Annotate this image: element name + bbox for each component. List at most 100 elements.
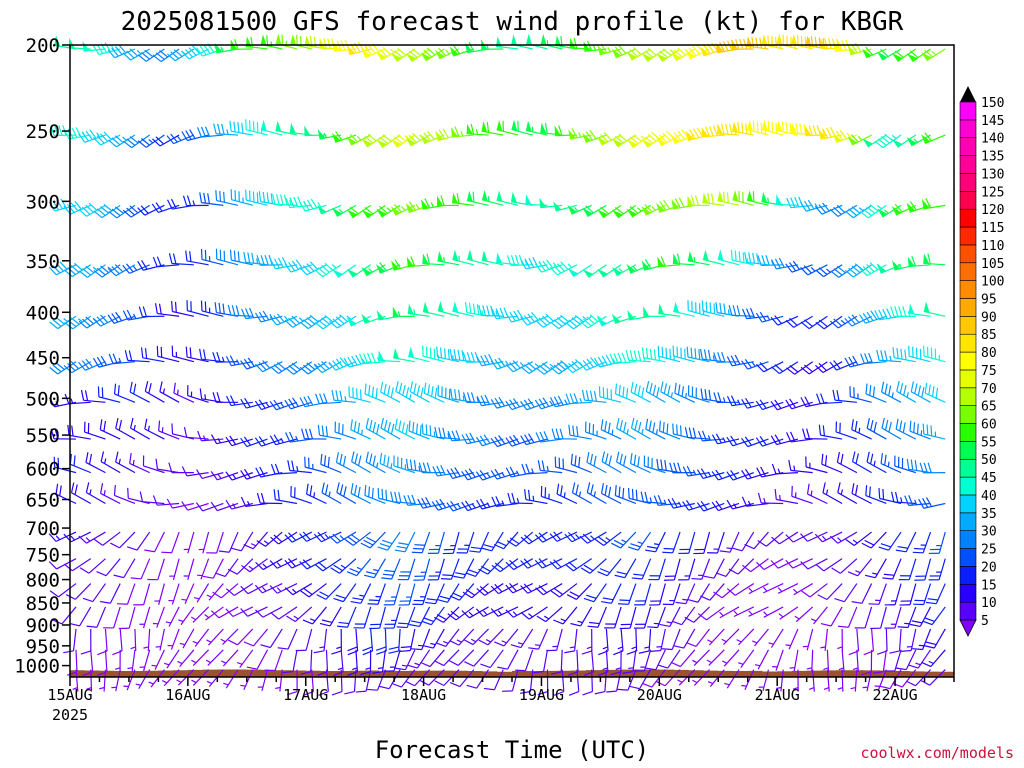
wind-barb: [862, 46, 887, 59]
first-tick-year-label: 2025: [52, 706, 88, 724]
wind-barb: [320, 453, 342, 474]
wind-barb: [862, 669, 873, 692]
wind-barb: [533, 649, 549, 674]
wind-barb: [92, 314, 121, 327]
wind-barb: [173, 382, 195, 403]
wind-barb: [601, 583, 622, 604]
wind-barb: [878, 531, 902, 551]
wind-barb: [581, 628, 593, 655]
wind-barb: [421, 606, 445, 626]
wind-barb: [861, 649, 873, 676]
colorbar-swatch: [959, 387, 977, 406]
wind-barb: [847, 558, 873, 577]
colorbar-label: 45: [981, 471, 997, 486]
wind-barb: [335, 452, 357, 474]
wind-barb: [895, 418, 917, 440]
wind-barb: [405, 201, 430, 213]
chart-title: 2025081500 GFS forecast wind profile (kt…: [121, 7, 904, 37]
wind-barb: [604, 606, 622, 629]
wind-barb: [820, 606, 843, 627]
wind-barb: [611, 531, 637, 549]
wind-barb: [771, 463, 798, 475]
wind-barb: [206, 531, 224, 554]
wind-barb: [865, 383, 887, 403]
wind-barb: [549, 558, 578, 570]
wind-barb: [614, 558, 637, 579]
wind-barb: [152, 134, 180, 147]
wind-barb: [394, 418, 416, 440]
wind-barb: [801, 583, 828, 598]
wind-barb: [822, 482, 843, 505]
wind-barb: [333, 583, 357, 603]
wind-barb: [63, 628, 77, 654]
wind-barb: [733, 606, 754, 618]
wind-barb: [53, 456, 77, 474]
wind-barb: [490, 435, 519, 448]
wind-barb: [554, 456, 578, 474]
wind-barb: [667, 497, 695, 509]
wind-barb: [622, 649, 637, 674]
wind-barb: [97, 386, 121, 403]
colorbar-swatch: [959, 441, 977, 460]
wind-barb: [567, 204, 592, 215]
wind-barb: [321, 482, 342, 505]
wind-barb: [874, 133, 902, 149]
wind-barb: [792, 583, 813, 596]
wind-barb: [884, 583, 902, 606]
wind-barb: [481, 121, 504, 136]
wind-barb: [506, 254, 533, 266]
wind-barb: [832, 389, 857, 403]
wind-barb: [82, 41, 106, 52]
wind-barb: [771, 361, 799, 375]
wind-barb: [833, 39, 857, 52]
wind-barb: [876, 349, 902, 363]
wind-barb: [658, 420, 681, 440]
wind-barb: [365, 418, 386, 440]
wind-barb: [568, 669, 580, 696]
wind-barb: [626, 46, 651, 61]
wind-barb: [525, 194, 548, 206]
wind-barb: [800, 264, 828, 276]
wind-barb: [754, 649, 769, 670]
wind-barb: [598, 386, 622, 403]
wind-barb: [396, 606, 416, 629]
wind-barb: [600, 483, 622, 505]
wind-barb: [789, 649, 799, 672]
wind-barb: [534, 259, 563, 273]
wind-barb: [794, 606, 814, 623]
wind-barb: [579, 531, 607, 544]
wind-barb: [329, 314, 357, 329]
wind-barb: [540, 485, 563, 505]
wind-barb: [350, 583, 372, 604]
wind-barb: [525, 120, 548, 136]
wind-barb: [515, 649, 534, 672]
wind-barb: [462, 583, 489, 599]
wind-barb: [344, 669, 357, 695]
wind-barb: [304, 125, 327, 137]
wind-barb: [601, 451, 622, 474]
wind-barb: [226, 395, 253, 407]
wind-barb: [880, 453, 902, 474]
colorbar-swatch: [959, 226, 977, 246]
wind-barb: [200, 300, 224, 317]
wind-barb: [900, 628, 917, 652]
wind-barb: [921, 132, 946, 145]
wind-barb: [673, 628, 696, 649]
wind-barb: [823, 649, 830, 672]
wind-barb: [535, 583, 563, 596]
wind-barb: [638, 628, 652, 654]
wind-barb: [229, 249, 253, 266]
wind-barb: [476, 394, 504, 407]
wind-barb: [912, 628, 932, 651]
wind-barb: [100, 451, 121, 474]
wind-barb: [626, 628, 638, 655]
wind-barb: [67, 424, 91, 440]
wind-barb: [178, 606, 195, 626]
colorbar-label: 85: [981, 328, 997, 343]
wind-barb: [395, 649, 416, 671]
wind-barb: [161, 531, 180, 554]
colorbar-label: 100: [981, 275, 1004, 290]
wind-barb: [741, 397, 769, 409]
x-tick-label: 15AUG: [47, 686, 92, 704]
wind-barb: [229, 120, 253, 136]
